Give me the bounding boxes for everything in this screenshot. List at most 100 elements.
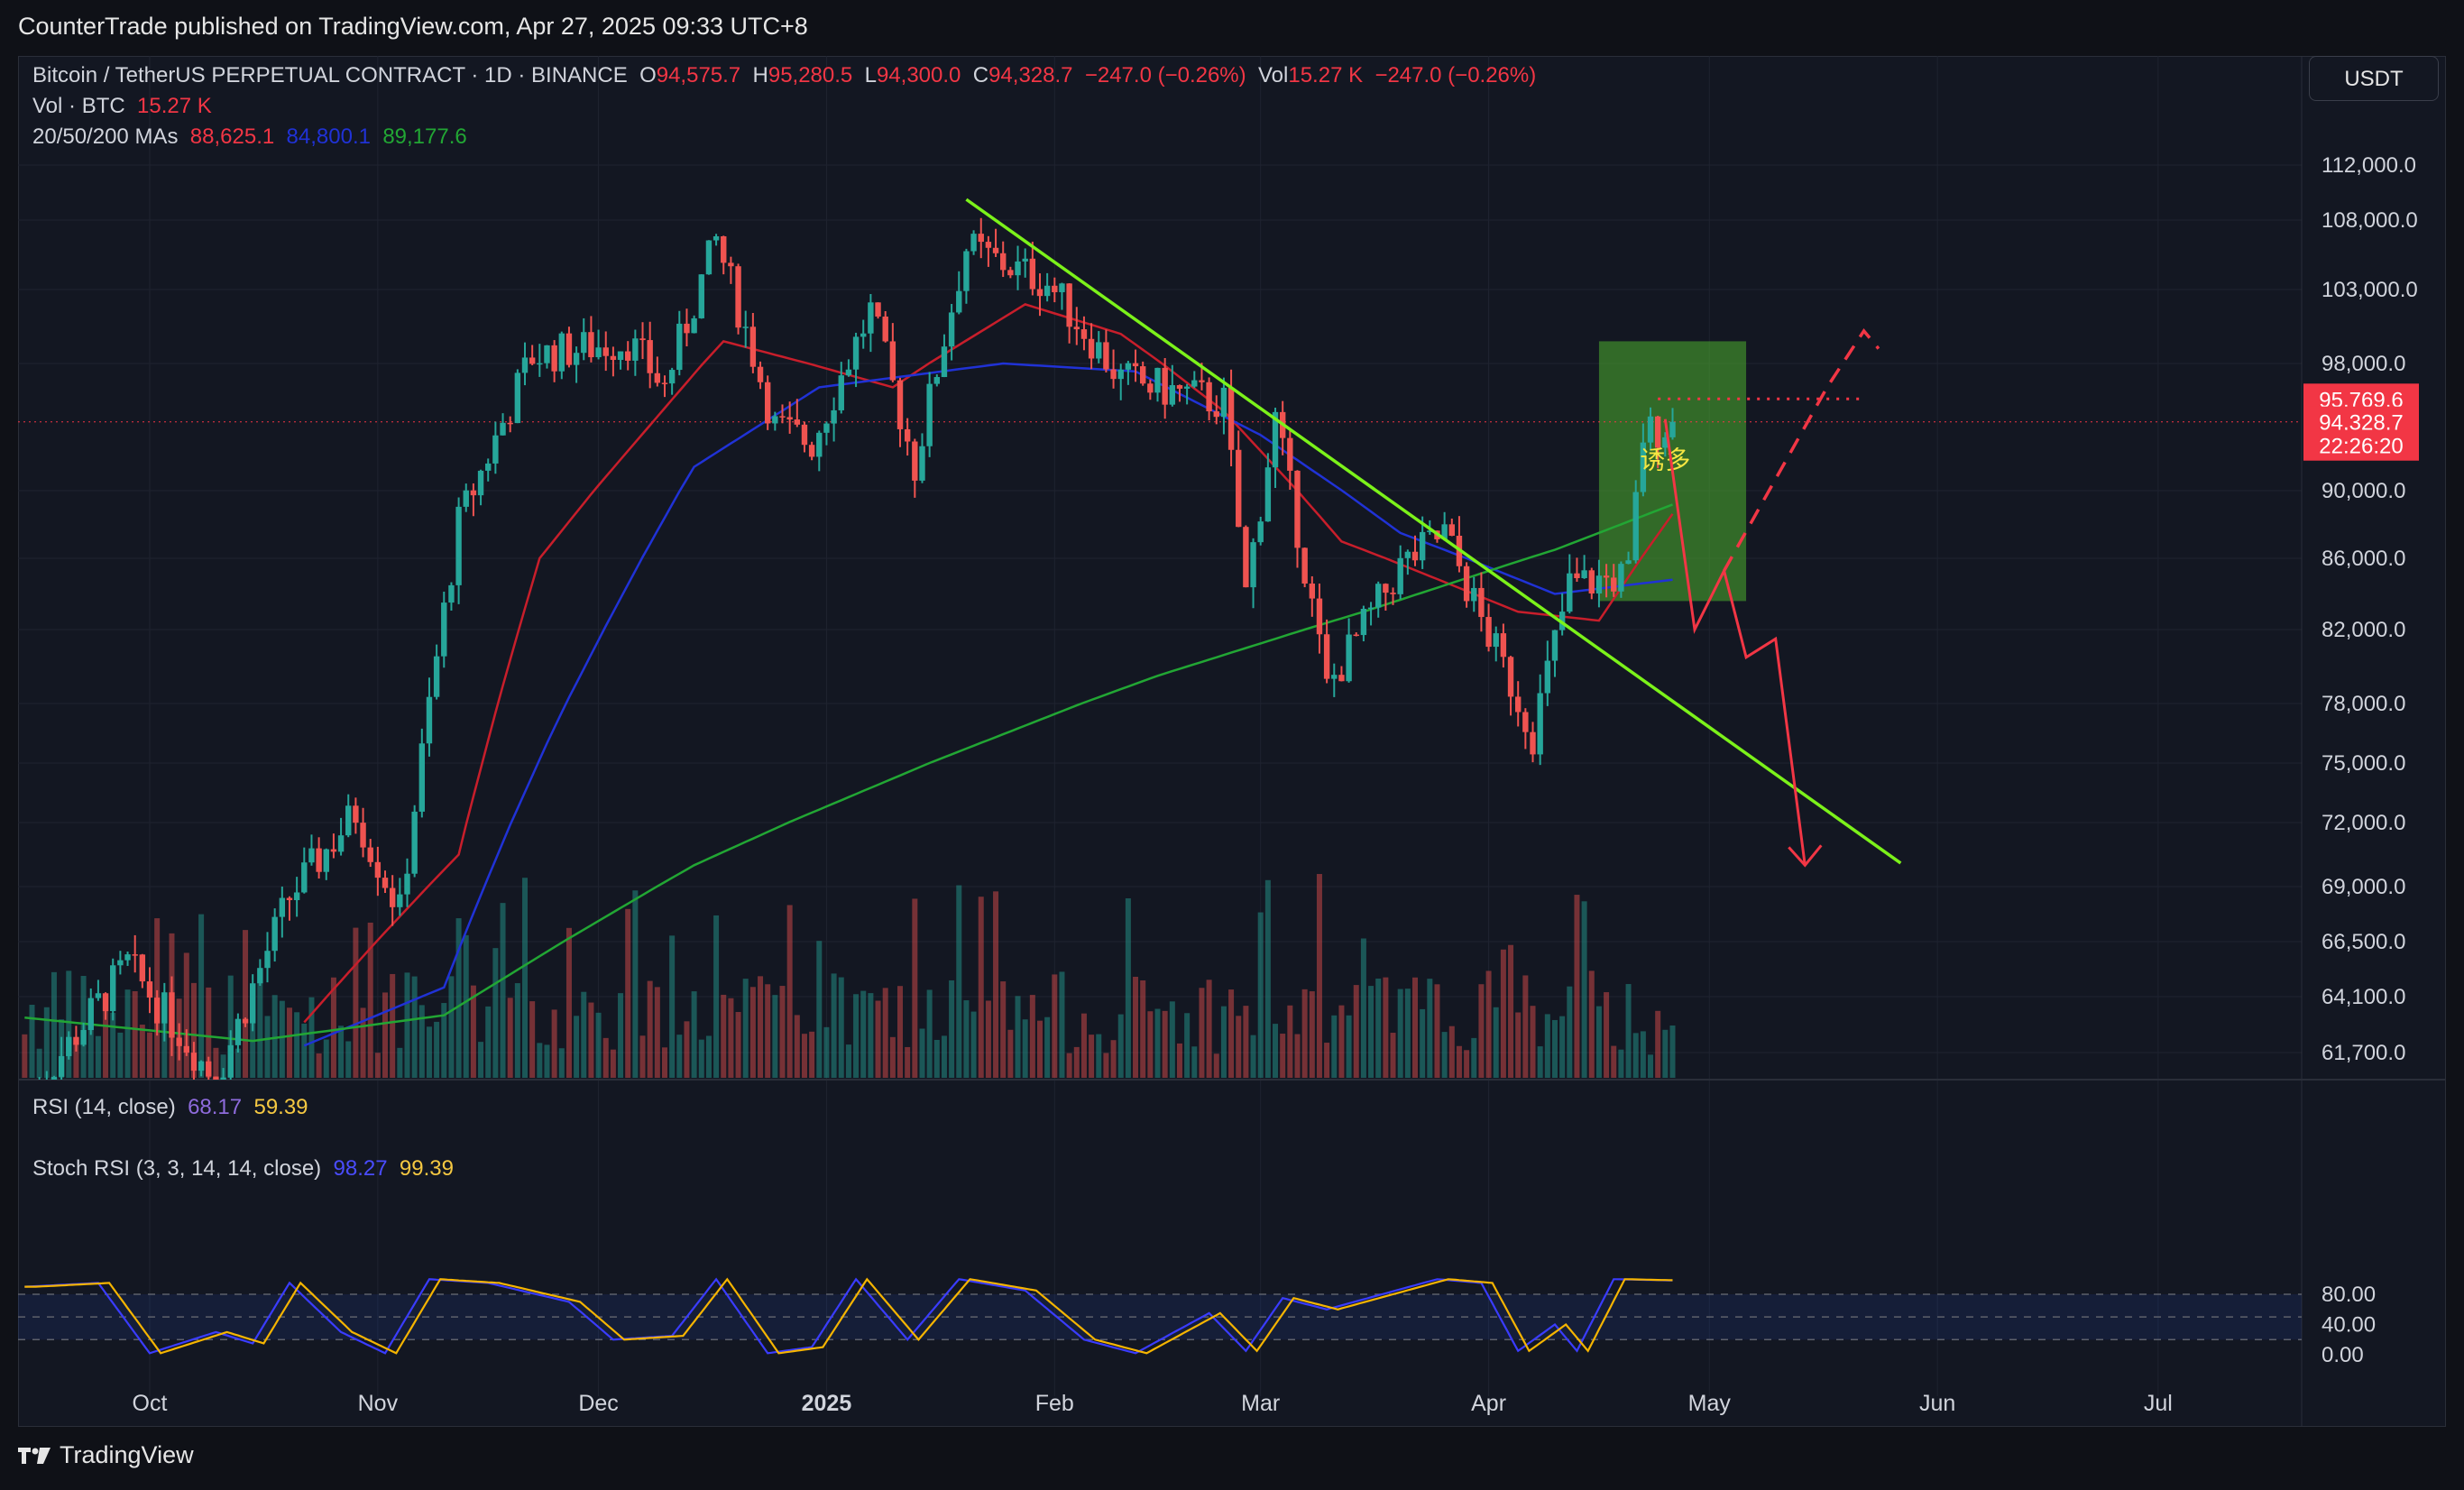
volume-bar bbox=[1346, 1015, 1352, 1078]
bearish-path[interactable] bbox=[1663, 418, 1807, 866]
volume-bar bbox=[1000, 981, 1007, 1078]
price-tick-label: 78,000.0 bbox=[2321, 692, 2405, 716]
stoch-legend: Stoch RSI (3, 3, 14, 14, close) 98.27 99… bbox=[32, 1156, 454, 1182]
candle-body bbox=[1640, 442, 1647, 492]
rsi-value-a: 68.17 bbox=[188, 1095, 243, 1119]
time-tick-label: Dec bbox=[578, 1391, 618, 1416]
volume-bar bbox=[485, 1006, 492, 1078]
volume-bar bbox=[455, 918, 462, 1078]
stoch-k-value: 98.27 bbox=[333, 1156, 388, 1181]
candle-body bbox=[1427, 530, 1433, 532]
candle-body bbox=[617, 351, 624, 361]
candle-body bbox=[1463, 566, 1470, 602]
volume-bar bbox=[103, 997, 109, 1078]
candle-body bbox=[860, 333, 867, 337]
candle-body bbox=[51, 1076, 58, 1080]
tradingview-footer[interactable]: TradingView bbox=[18, 1441, 194, 1469]
candle-body bbox=[146, 981, 153, 998]
volume-bar bbox=[139, 1025, 145, 1078]
candle-body bbox=[249, 983, 256, 1024]
candle-body bbox=[1595, 575, 1603, 594]
volume-bar bbox=[889, 1036, 896, 1078]
candle-body bbox=[985, 242, 992, 248]
close-label: C bbox=[972, 63, 989, 87]
candle-body bbox=[713, 236, 720, 241]
volume-bar bbox=[1243, 1006, 1249, 1078]
time-tick-label: May bbox=[1688, 1391, 1732, 1416]
volume-bar bbox=[227, 975, 234, 1078]
volume-bar bbox=[1184, 1013, 1191, 1078]
price-change: −247.0 (−0.26%) bbox=[1084, 63, 1246, 87]
candle-body bbox=[1015, 261, 1021, 276]
candle-body bbox=[919, 446, 925, 481]
volume-bar bbox=[1604, 992, 1610, 1078]
candle-body bbox=[1397, 557, 1403, 594]
candle-body bbox=[1309, 584, 1316, 599]
volume-bar bbox=[1537, 1046, 1543, 1078]
bullish-dashed-path[interactable] bbox=[1723, 327, 1880, 572]
rsi-label: RSI (14, close) bbox=[32, 1095, 176, 1119]
candle-body bbox=[963, 251, 970, 291]
volume-bar bbox=[786, 905, 793, 1078]
candle-body bbox=[1227, 387, 1235, 450]
volume-bar bbox=[308, 997, 315, 1078]
price-tick-label: 86,000.0 bbox=[2321, 547, 2405, 571]
volume-bar bbox=[1478, 984, 1485, 1078]
stoch-d-line bbox=[24, 1277, 1673, 1355]
volume-bar bbox=[610, 1049, 616, 1078]
volume-bar bbox=[963, 1000, 970, 1078]
volume-bar bbox=[1103, 1053, 1109, 1078]
volume-bar bbox=[1007, 1029, 1014, 1078]
volume-bar bbox=[912, 898, 918, 1078]
volume-bar bbox=[949, 980, 955, 1078]
candle-body bbox=[389, 888, 396, 907]
candle-body bbox=[544, 345, 550, 363]
ma50-line bbox=[303, 362, 1673, 1047]
volume-bar bbox=[110, 1012, 116, 1078]
volume-bar bbox=[985, 1000, 991, 1078]
high-value: 95,280.5 bbox=[768, 63, 853, 87]
volume-bar bbox=[742, 979, 749, 1078]
candle-body bbox=[1257, 521, 1264, 543]
candle-body bbox=[58, 1055, 65, 1077]
volume-series-value: 15.27 K bbox=[137, 94, 212, 118]
candle-body bbox=[73, 1036, 79, 1045]
candle-body bbox=[1353, 634, 1359, 637]
volume-bar bbox=[993, 891, 999, 1078]
time-tick-label: Feb bbox=[1035, 1391, 1074, 1416]
volume-bar bbox=[1662, 1029, 1669, 1078]
volume-bar bbox=[588, 1002, 594, 1078]
candle-body bbox=[183, 1045, 189, 1053]
volume-bar bbox=[492, 948, 499, 1078]
volume-bar bbox=[1280, 1034, 1286, 1078]
drawings-back bbox=[18, 341, 2302, 602]
volume-bar bbox=[1059, 971, 1065, 1078]
volume-bar bbox=[1331, 1015, 1338, 1078]
candle-body bbox=[227, 1044, 234, 1078]
candle-body bbox=[1272, 411, 1279, 468]
volume-bar bbox=[639, 1035, 646, 1078]
volume-label: Vol bbox=[1257, 63, 1289, 87]
volume-bar bbox=[1015, 996, 1021, 1078]
volume-bar bbox=[713, 915, 720, 1078]
candle-body bbox=[749, 327, 757, 367]
candle-body bbox=[1611, 577, 1617, 592]
candle-body bbox=[1331, 675, 1338, 679]
candle-body bbox=[242, 1018, 249, 1024]
candle-body bbox=[838, 375, 844, 410]
volume-bar bbox=[816, 941, 823, 1078]
candle-body bbox=[492, 435, 499, 464]
volume-bar bbox=[522, 878, 529, 1078]
volume-bar bbox=[1125, 897, 1131, 1078]
volume-bar bbox=[875, 1000, 881, 1078]
currency-button[interactable]: USDT bbox=[2309, 56, 2439, 101]
candle-body bbox=[978, 234, 984, 243]
candle-body bbox=[529, 357, 536, 364]
candle-body bbox=[632, 338, 639, 361]
volume-bar bbox=[36, 1048, 42, 1078]
drawings[interactable]: 诱多 bbox=[965, 198, 1902, 868]
downtrend-line[interactable] bbox=[965, 198, 1902, 865]
candle-body bbox=[1654, 416, 1661, 448]
candle-body bbox=[956, 290, 962, 313]
